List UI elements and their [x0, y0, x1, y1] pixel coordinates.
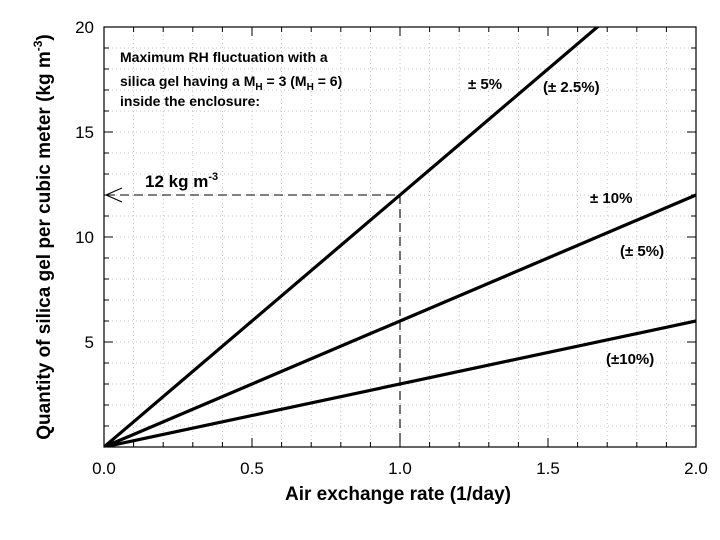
x-tick-label: 0.5 — [240, 459, 264, 478]
y-axis-label-main: Quantity of silica gel per cubic meter (… — [34, 51, 55, 440]
y-tick-label: 5 — [85, 333, 94, 352]
series-labels: ± 5% (± 2.5%) ± 10% (± 5%) (±10%) — [468, 76, 664, 368]
annotation-label: 12 kg m-3 — [145, 171, 218, 191]
y-axis-label-close: ) — [34, 34, 55, 40]
annotation-label-sup: -3 — [208, 171, 218, 183]
y-tick-label: 10 — [75, 228, 94, 247]
x-tick-label: 1.5 — [536, 459, 560, 478]
series-3-label-secondary: (±10%) — [606, 351, 654, 368]
x-tick-label: 2.0 — [684, 459, 708, 478]
tick-labels: 0.0 0.5 1.0 1.5 2.0 5 10 15 20 — [75, 18, 708, 478]
info-line-2-sub2: H — [307, 82, 314, 93]
series-1-label-secondary: (± 2.5%) — [543, 79, 600, 96]
info-line-2-b: = 3 (M — [263, 73, 307, 89]
series-2-label-secondary: (± 5%) — [620, 243, 664, 260]
info-line-2-sub1: H — [255, 82, 262, 93]
info-line-2-a: silica gel having a M — [120, 73, 255, 89]
y-axis-label-sup: -3 — [31, 40, 45, 51]
info-line-2: silica gel having a MH = 3 (MH = 6) — [120, 73, 342, 93]
y-tick-label: 15 — [75, 123, 94, 142]
x-tick-label: 0.0 — [92, 459, 116, 478]
x-axis-label: Air exchange rate (1/day) — [285, 484, 511, 505]
series-2-label: ± 10% — [590, 190, 632, 207]
series-1-label: ± 5% — [468, 76, 502, 93]
y-axis-label: Quantity of silica gel per cubic meter (… — [31, 34, 55, 440]
info-box: Maximum RH fluctuation with a silica gel… — [120, 49, 342, 109]
info-line-2-c: = 6) — [314, 73, 342, 89]
info-line-1: Maximum RH fluctuation with a — [120, 49, 328, 65]
info-line-3: inside the enclosure: — [120, 93, 260, 109]
annotation-label-main: 12 kg m — [145, 172, 208, 191]
y-tick-label: 20 — [75, 18, 94, 37]
x-tick-label: 1.0 — [388, 459, 412, 478]
axis-ticks — [104, 27, 696, 447]
